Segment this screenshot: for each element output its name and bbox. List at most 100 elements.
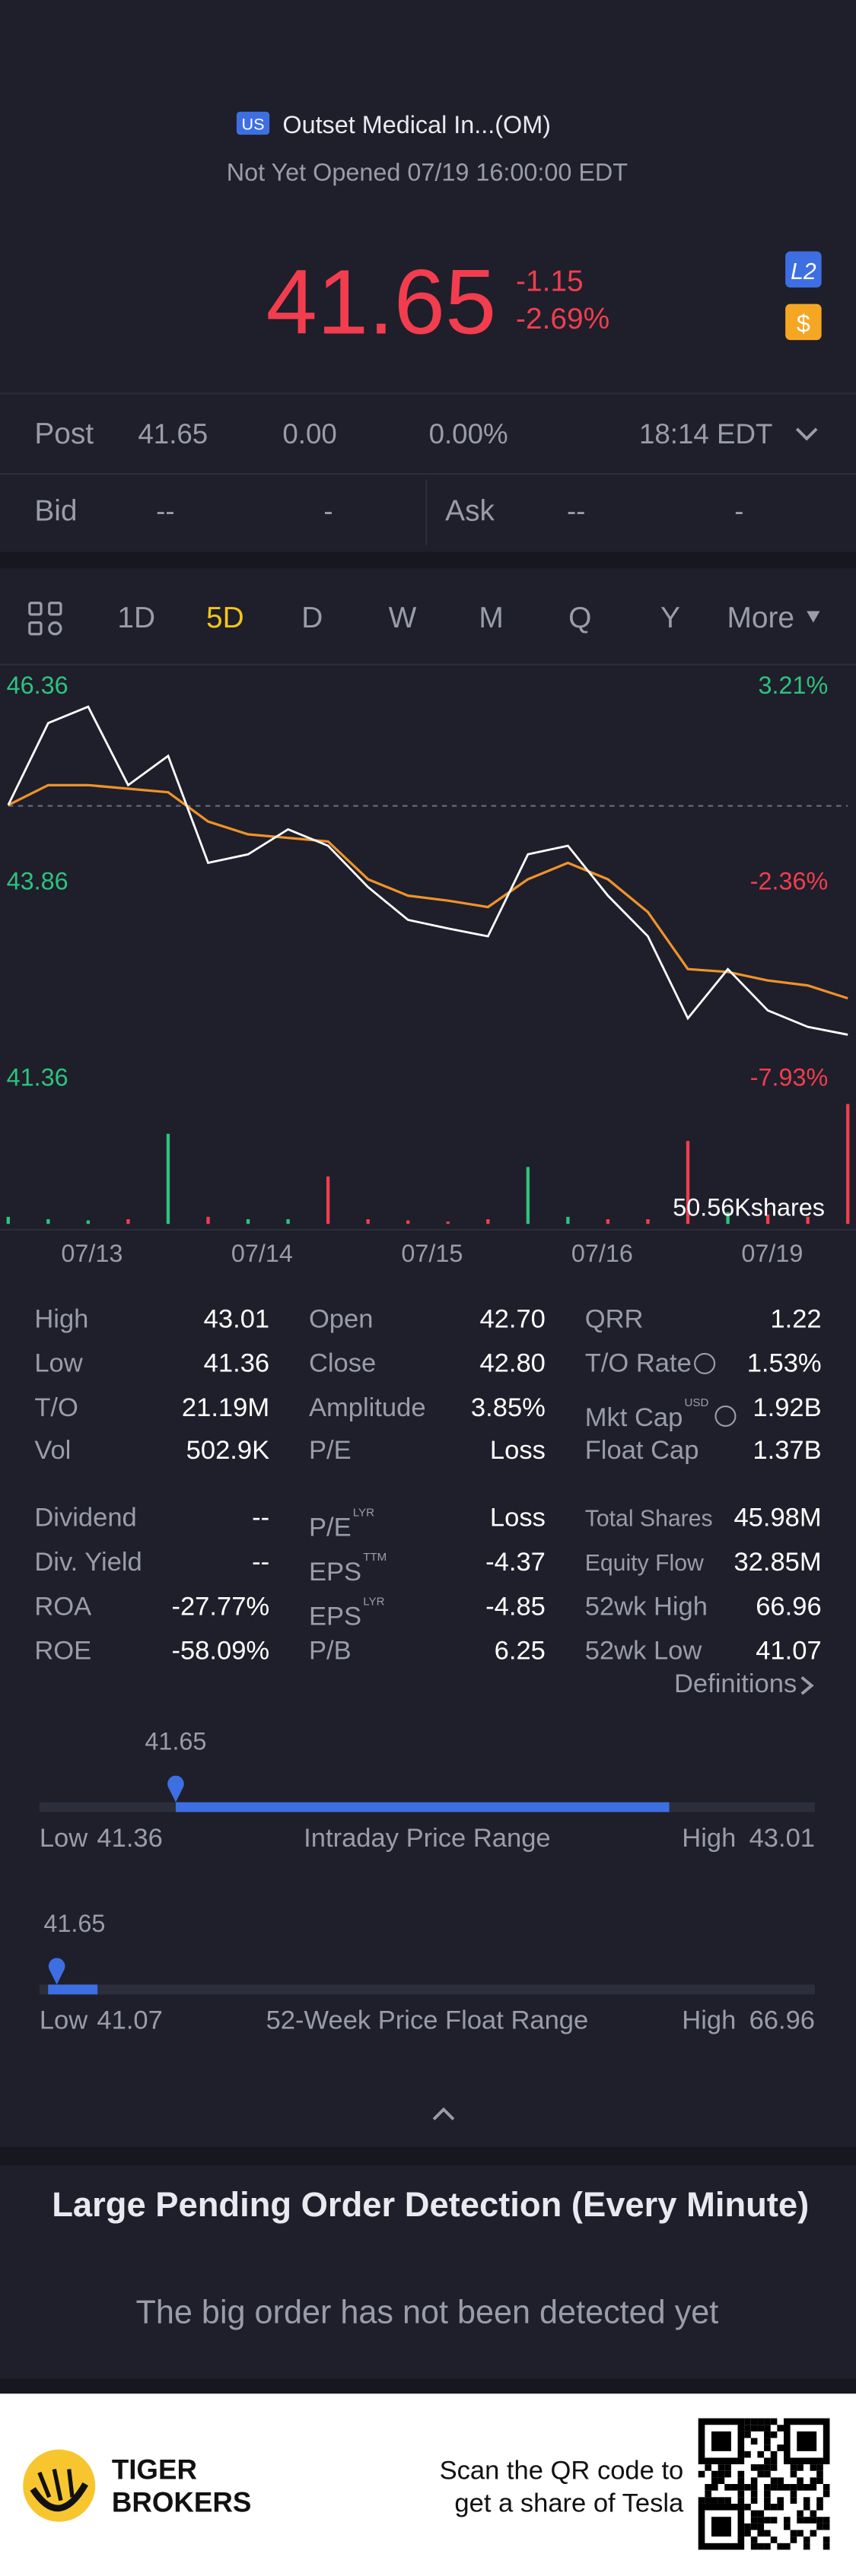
period-tab[interactable]: M bbox=[479, 602, 503, 634]
qr-cell bbox=[750, 2418, 758, 2425]
qr-cell bbox=[764, 2464, 771, 2471]
pending-message: The big order has not been detected yet bbox=[136, 2294, 719, 2330]
qr-cell bbox=[777, 2425, 784, 2431]
range-high: 43.01 bbox=[749, 1824, 815, 1853]
qr-cell bbox=[764, 2444, 771, 2451]
qr-cell bbox=[711, 2484, 718, 2491]
qr-cell bbox=[705, 2490, 711, 2498]
volume-bar bbox=[686, 1141, 690, 1224]
stat-label: Mkt Cap bbox=[585, 1403, 683, 1432]
qr-cell bbox=[750, 2484, 758, 2491]
qr-cell bbox=[764, 2517, 771, 2524]
info-icon[interactable] bbox=[714, 1405, 737, 1428]
bid-size: - bbox=[323, 496, 333, 527]
range-high: 66.96 bbox=[749, 2006, 815, 2035]
qr-cell bbox=[777, 2543, 784, 2550]
tiger-logo bbox=[23, 2449, 96, 2522]
volume-bar bbox=[726, 1212, 730, 1224]
stat-label: Equity Flow bbox=[585, 1551, 704, 1576]
promo-text: get a share of Tesla bbox=[454, 2489, 684, 2518]
qr-cell bbox=[744, 2503, 751, 2511]
collapse-caret[interactable] bbox=[432, 2107, 455, 2120]
qr-cell bbox=[810, 2464, 817, 2471]
qr-cell bbox=[757, 2530, 765, 2537]
stat-label: T/O Rate bbox=[585, 1349, 692, 1378]
period-tab[interactable]: More bbox=[727, 602, 794, 634]
market-status: Not Yet Opened 07/19 16:00:00 EDT bbox=[227, 159, 628, 186]
qr-cell bbox=[737, 2497, 745, 2504]
qr-cell bbox=[797, 2477, 803, 2485]
qr-finder bbox=[711, 2431, 731, 2451]
qr-cell bbox=[724, 2484, 731, 2491]
stat-label: Vol bbox=[34, 1436, 71, 1465]
post-label: Post bbox=[34, 418, 94, 450]
chevron[interactable] bbox=[800, 1676, 814, 1695]
post-price: 41.65 bbox=[138, 418, 208, 449]
stat-value: 3.85% bbox=[471, 1393, 546, 1422]
qr-cell bbox=[750, 2497, 758, 2504]
qr-cell bbox=[810, 2530, 817, 2537]
volume-bar bbox=[526, 1167, 530, 1224]
stat-value: Loss bbox=[490, 1436, 546, 1465]
range-low-label: Low bbox=[40, 2006, 88, 2035]
promo-text: Scan the QR code to bbox=[440, 2457, 684, 2485]
qr-cell bbox=[823, 2484, 830, 2491]
ask-size: - bbox=[734, 496, 743, 527]
range-marker bbox=[48, 1958, 65, 1985]
qr-cell bbox=[803, 2503, 810, 2511]
qr-cell bbox=[750, 2477, 758, 2485]
layout-icon[interactable] bbox=[28, 602, 62, 636]
range-low: 41.36 bbox=[97, 1824, 162, 1853]
qr-cell bbox=[783, 2484, 791, 2491]
info-icon[interactable] bbox=[694, 1352, 716, 1374]
stat-value: 21.19M bbox=[182, 1393, 269, 1422]
qr-cell bbox=[790, 2490, 797, 2498]
qr-cell bbox=[744, 2451, 751, 2458]
brand-text: TIGER bbox=[112, 2454, 197, 2485]
qr-cell bbox=[750, 2517, 758, 2524]
stat-value: 6.25 bbox=[495, 1637, 546, 1666]
post-time[interactable]: 18:14 EDT bbox=[639, 418, 772, 449]
qr-cell bbox=[764, 2490, 771, 2498]
period-tab[interactable]: W bbox=[389, 602, 417, 634]
qr-cell bbox=[744, 2530, 751, 2537]
qr-cell bbox=[764, 2457, 771, 2465]
qr-cell bbox=[744, 2523, 751, 2530]
qr-cell bbox=[790, 2530, 797, 2537]
chevron[interactable] bbox=[795, 427, 818, 441]
brand-text: BROKERS bbox=[112, 2487, 252, 2518]
period-tab[interactable]: 1D bbox=[117, 602, 155, 634]
level2-badge[interactable] bbox=[785, 251, 822, 288]
stat-value: 32.85M bbox=[733, 1548, 821, 1577]
x-tick-label: 07/16 bbox=[571, 1240, 633, 1267]
qr-cell bbox=[764, 2543, 771, 2550]
volume-bar bbox=[486, 1219, 490, 1224]
qr-cell bbox=[770, 2418, 778, 2425]
qr-cell bbox=[750, 2490, 758, 2498]
period-tab[interactable]: 5D bbox=[206, 602, 244, 634]
qr-cell bbox=[803, 2497, 810, 2504]
stat-value: 66.96 bbox=[756, 1592, 821, 1621]
qr-cell bbox=[816, 2497, 823, 2504]
stat-value: -- bbox=[252, 1504, 269, 1533]
period-tab[interactable]: Q bbox=[568, 602, 591, 634]
range-title: 52-Week Price Float Range bbox=[266, 2006, 589, 2035]
qr-cell bbox=[783, 2523, 791, 2530]
period-tab[interactable]: D bbox=[301, 602, 323, 634]
qr-cell bbox=[797, 2484, 803, 2491]
qr-cell bbox=[757, 2418, 765, 2425]
qr-cell bbox=[750, 2464, 758, 2471]
qr-cell bbox=[790, 2497, 797, 2504]
qr-cell bbox=[810, 2510, 817, 2517]
qr-cell bbox=[705, 2497, 711, 2504]
period-tab[interactable]: Y bbox=[660, 602, 680, 634]
qr-cell bbox=[816, 2470, 823, 2478]
price-change-pct: -2.69% bbox=[516, 303, 609, 335]
definitions-link[interactable]: Definitions bbox=[674, 1669, 797, 1698]
qr-cell bbox=[777, 2477, 784, 2485]
qr-cell bbox=[764, 2497, 771, 2504]
currency-badge[interactable] bbox=[785, 303, 822, 341]
volume-bar bbox=[566, 1216, 570, 1224]
